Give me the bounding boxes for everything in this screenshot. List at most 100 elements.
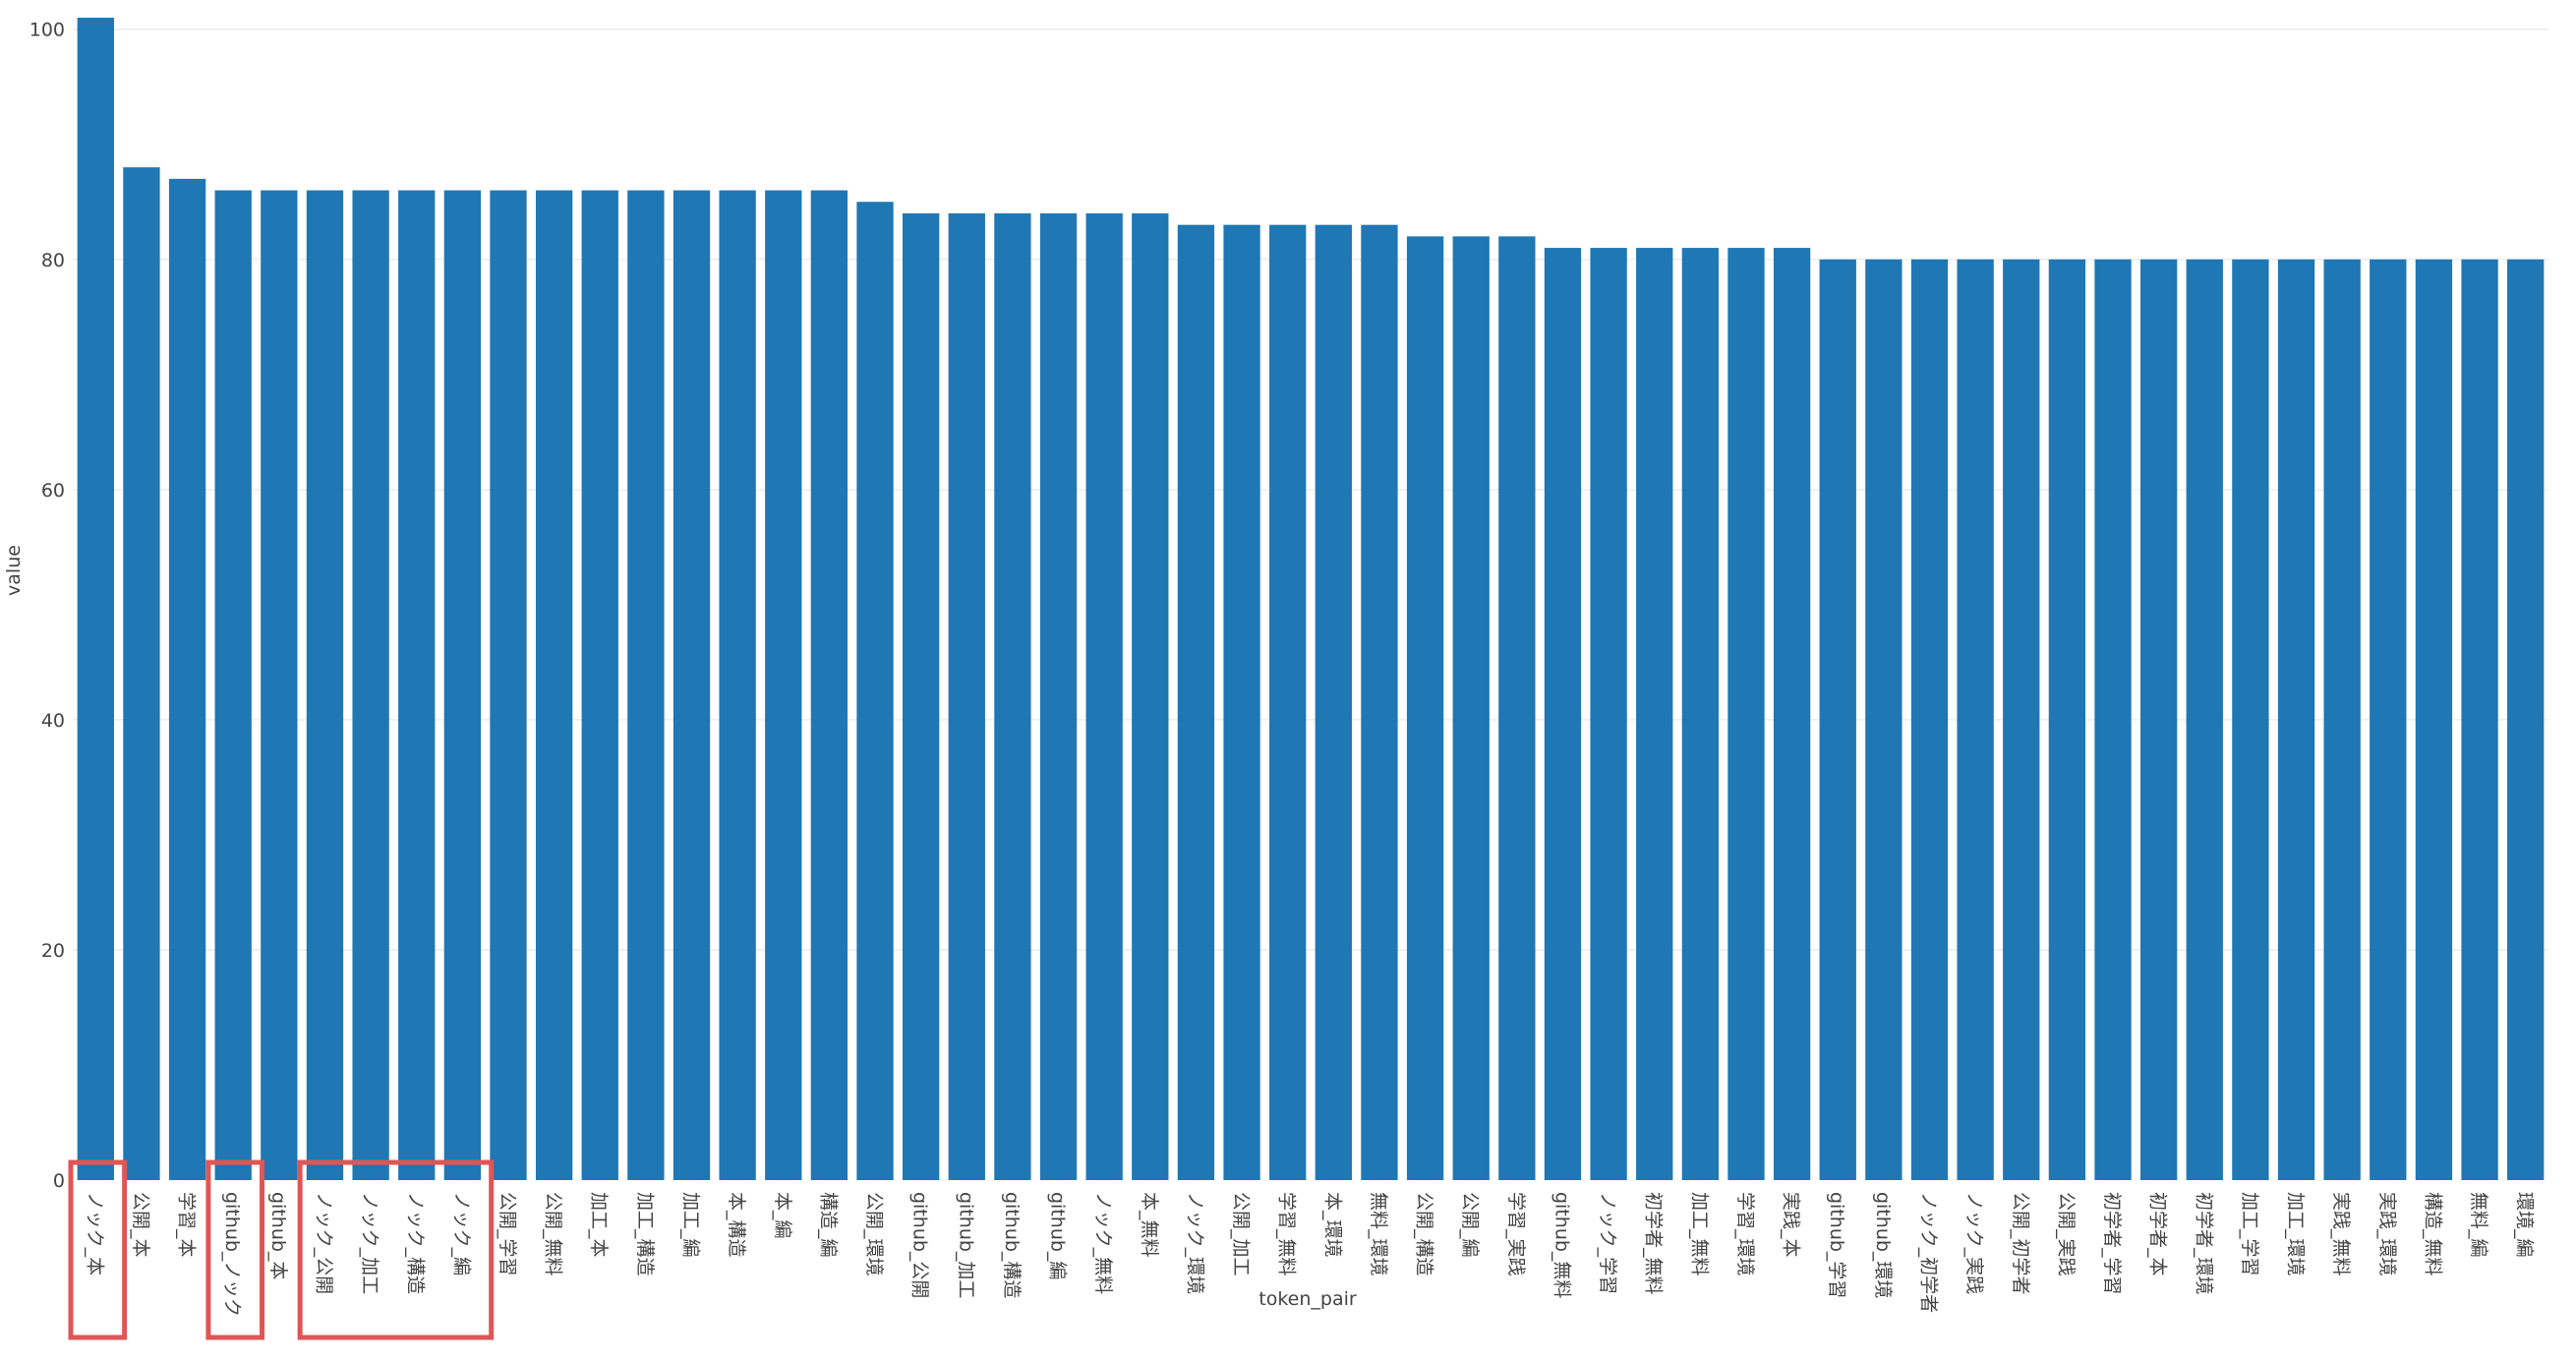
bar	[1727, 248, 1765, 1181]
bar	[1498, 236, 1536, 1180]
x-tick-label: github_環境	[1872, 1192, 1894, 1298]
bar	[2139, 259, 2178, 1180]
x-tick-label: 初学者_学習	[2101, 1192, 2123, 1295]
bar	[2507, 259, 2545, 1180]
x-tick-label: ノック_公開	[313, 1192, 334, 1294]
x-tick-label: 加工_編	[680, 1192, 702, 1258]
bar	[490, 190, 527, 1180]
x-tick-label: ノック_実践	[1963, 1192, 1985, 1294]
bar	[352, 190, 389, 1180]
x-tick-label: ノック_学習	[1597, 1192, 1618, 1294]
x-tick-label: 初学者_無料	[1643, 1192, 1665, 1295]
y-tick-label: 20	[41, 940, 65, 962]
x-tick-label: ノック_本	[84, 1192, 105, 1275]
bar	[1223, 224, 1260, 1181]
bar	[1406, 236, 1444, 1180]
bar	[2094, 259, 2132, 1180]
x-tick-label: github_構造	[1001, 1192, 1023, 1298]
bar	[306, 190, 344, 1180]
bar	[1177, 224, 1215, 1181]
bar	[2323, 259, 2361, 1180]
bar	[673, 190, 711, 1180]
highlight-annotations	[68, 1159, 495, 1340]
x-tick-label: ノック_編	[450, 1192, 472, 1275]
x-tick-label: ノック_無料	[1092, 1192, 1114, 1294]
x-tick-label: 環境_編	[2514, 1192, 2536, 1258]
bar	[2277, 259, 2315, 1180]
bar	[627, 190, 665, 1180]
bar	[2232, 259, 2269, 1180]
bar	[535, 190, 573, 1180]
bar	[994, 212, 1031, 1180]
x-tick-label: 本_環境	[1321, 1192, 1343, 1258]
x-tick-label: 無料_環境	[1368, 1192, 1389, 1276]
gridlines	[73, 28, 2548, 951]
bar	[2003, 259, 2040, 1180]
x-tick-label: 学習_環境	[1734, 1192, 1756, 1276]
bar	[2415, 259, 2453, 1180]
x-tick-label: 学習_無料	[1276, 1192, 1298, 1276]
bar	[948, 212, 985, 1180]
bar	[2186, 259, 2223, 1180]
x-tick-label: 構造_編	[817, 1192, 839, 1258]
x-tick-label: 公開_環境	[863, 1192, 885, 1276]
x-tick-label: 加工_学習	[2239, 1192, 2260, 1276]
bar	[398, 190, 436, 1180]
x-tick-label: 学習_本	[176, 1192, 198, 1258]
x-tick-label: 加工_構造	[634, 1192, 656, 1276]
bar	[1773, 248, 1811, 1181]
x-tick-label: 加工_無料	[1688, 1192, 1710, 1276]
bar	[1361, 224, 1398, 1181]
bar	[581, 190, 618, 1180]
x-tick-label: ノック_構造	[405, 1192, 427, 1294]
bar	[1269, 224, 1307, 1181]
bar	[1681, 248, 1720, 1181]
y-tick-label: 60	[41, 480, 65, 502]
x-tick-label: github_加工	[955, 1192, 976, 1298]
x-tick-label: ノック_加工	[359, 1192, 381, 1294]
x-tick-label: 実践_本	[1781, 1192, 1802, 1258]
x-tick-label: 公開_無料	[543, 1192, 564, 1276]
bar	[856, 202, 894, 1180]
bar	[1590, 248, 1627, 1181]
y-tick-label-zero: 0	[53, 1170, 65, 1192]
bar	[77, 18, 114, 1180]
x-tick-label: github_編	[1047, 1192, 1069, 1279]
x-tick-label: 公開_初学者	[2010, 1192, 2031, 1295]
bar	[261, 190, 298, 1180]
x-tick-label: 公開_実践	[2055, 1192, 2077, 1276]
bar	[2461, 259, 2498, 1180]
bar	[1957, 259, 1994, 1180]
x-tick-label: github_ノック	[221, 1192, 243, 1317]
bar	[1039, 212, 1078, 1180]
bar	[1085, 212, 1123, 1180]
bar	[719, 190, 756, 1180]
x-tick-label: 公開_本	[130, 1192, 151, 1258]
x-tick-label: 構造_無料	[2422, 1192, 2443, 1276]
y-tick-label: 100	[29, 20, 65, 41]
bar	[214, 190, 252, 1180]
bar	[1636, 248, 1673, 1181]
x-tick-label: 公開_編	[1459, 1192, 1481, 1258]
bar	[1910, 259, 1949, 1180]
x-tick-label: 公開_構造	[1414, 1192, 1435, 1276]
bar	[1452, 236, 1490, 1180]
x-tick-label: 公開_学習	[497, 1192, 518, 1276]
bar	[810, 190, 849, 1180]
bar	[2048, 259, 2086, 1180]
bar	[1819, 259, 1856, 1180]
x-axis-ticks: ノック_本 公開_本 学習_本 github_ノック github_本 ノック_公開 ノック…	[84, 1192, 2535, 1317]
bar	[2370, 259, 2407, 1180]
bar	[1132, 212, 1169, 1180]
x-tick-label: 無料_編	[2468, 1192, 2489, 1258]
x-tick-label: ノック_初学者	[1918, 1192, 1940, 1313]
x-tick-label: 本_構造	[726, 1192, 747, 1258]
x-tick-label: github_学習	[1826, 1192, 1847, 1298]
bar	[765, 190, 802, 1180]
x-tick-label: github_本	[267, 1192, 289, 1279]
y-tick-label: 40	[41, 710, 65, 732]
bar	[443, 190, 482, 1180]
bar	[902, 212, 940, 1180]
